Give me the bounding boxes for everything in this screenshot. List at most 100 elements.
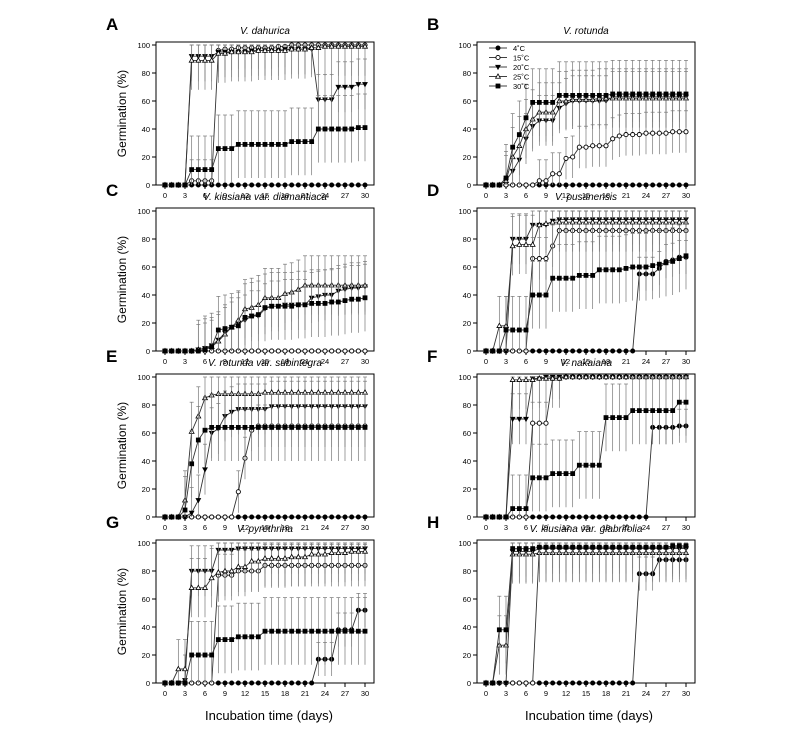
x-tick-label: 24 xyxy=(642,689,650,698)
data-point xyxy=(288,45,295,52)
data-point xyxy=(308,550,315,557)
y-tick-label: 40 xyxy=(142,125,150,134)
data-point xyxy=(650,91,656,97)
data-point xyxy=(536,475,542,481)
data-point xyxy=(282,348,288,354)
data-point xyxy=(275,514,281,520)
legend-label: 15˚C xyxy=(513,54,530,63)
data-point xyxy=(556,375,563,381)
data-point xyxy=(583,144,589,150)
data-point xyxy=(175,514,181,520)
data-point xyxy=(222,424,228,430)
data-point xyxy=(496,680,503,687)
data-point xyxy=(295,553,302,560)
data-point xyxy=(262,680,268,686)
data-point xyxy=(282,182,288,188)
data-point xyxy=(215,424,221,430)
data-point xyxy=(536,178,542,184)
data-point xyxy=(496,182,502,188)
data-point xyxy=(329,182,335,188)
data-point xyxy=(355,296,361,302)
data-point xyxy=(676,218,683,225)
data-point xyxy=(262,514,268,520)
x-tick-label: 6 xyxy=(203,523,207,532)
data-point xyxy=(596,93,602,98)
data-point xyxy=(616,133,622,139)
data-point xyxy=(590,514,596,520)
data-point xyxy=(362,182,368,188)
data-point xyxy=(503,627,509,633)
series-open-triangle-up xyxy=(161,43,369,188)
data-point xyxy=(610,348,616,354)
data-point xyxy=(569,373,576,380)
data-point xyxy=(616,544,622,550)
data-point xyxy=(616,415,622,420)
data-point xyxy=(536,375,543,381)
data-point xyxy=(255,557,262,564)
y-tick-label: 100 xyxy=(458,41,471,50)
data-point xyxy=(596,143,602,149)
y-tick-label: 20 xyxy=(463,651,471,660)
data-point xyxy=(610,136,616,142)
data-point xyxy=(295,628,301,634)
data-point xyxy=(175,348,181,354)
x-tick-label: 21 xyxy=(622,191,630,200)
x-tick-label: 9 xyxy=(544,191,548,200)
y-tick-label: 40 xyxy=(463,291,471,300)
data-point xyxy=(596,348,602,354)
x-tick-label: 3 xyxy=(504,191,508,200)
data-point xyxy=(262,142,268,147)
data-point xyxy=(315,44,322,50)
data-point xyxy=(543,544,549,550)
data-point xyxy=(175,182,181,188)
data-point xyxy=(349,514,355,520)
data-point xyxy=(322,300,328,306)
x-tick-label: 30 xyxy=(682,689,690,698)
data-point xyxy=(569,218,576,225)
y-tick-label: 80 xyxy=(463,69,471,78)
panel-letter: G xyxy=(106,513,119,532)
data-point xyxy=(235,323,241,329)
data-point xyxy=(255,312,261,317)
data-point xyxy=(281,555,289,561)
data-point xyxy=(349,126,355,132)
data-point xyxy=(249,680,255,686)
data-point xyxy=(162,348,168,354)
data-point xyxy=(623,265,629,271)
data-point xyxy=(683,182,689,188)
data-point xyxy=(189,461,195,467)
data-point xyxy=(255,424,261,430)
data-point xyxy=(182,182,188,188)
data-point xyxy=(362,424,368,430)
data-point xyxy=(529,376,536,382)
data-point xyxy=(576,144,582,150)
data-point xyxy=(202,427,208,433)
data-point xyxy=(610,267,616,273)
data-point xyxy=(496,322,503,328)
data-point xyxy=(530,680,536,686)
data-point xyxy=(262,628,268,634)
data-point xyxy=(169,348,175,354)
data-point xyxy=(215,327,221,333)
data-point xyxy=(563,93,569,98)
x-tick-label: 12 xyxy=(562,689,570,698)
data-point xyxy=(656,130,662,136)
data-point xyxy=(208,574,215,581)
data-point xyxy=(229,324,235,330)
x-tick-label: 15 xyxy=(261,523,269,532)
data-point xyxy=(322,514,328,520)
data-point xyxy=(616,267,622,273)
data-point xyxy=(663,544,669,550)
data-point xyxy=(642,218,650,225)
data-point xyxy=(590,93,596,98)
data-point xyxy=(269,142,275,147)
data-point xyxy=(623,415,629,420)
y-tick-label: 80 xyxy=(142,235,150,244)
data-point xyxy=(582,218,590,225)
data-point xyxy=(342,182,348,188)
data-point xyxy=(162,182,168,188)
data-point xyxy=(329,348,335,354)
data-point xyxy=(616,680,622,686)
data-point xyxy=(510,506,516,511)
